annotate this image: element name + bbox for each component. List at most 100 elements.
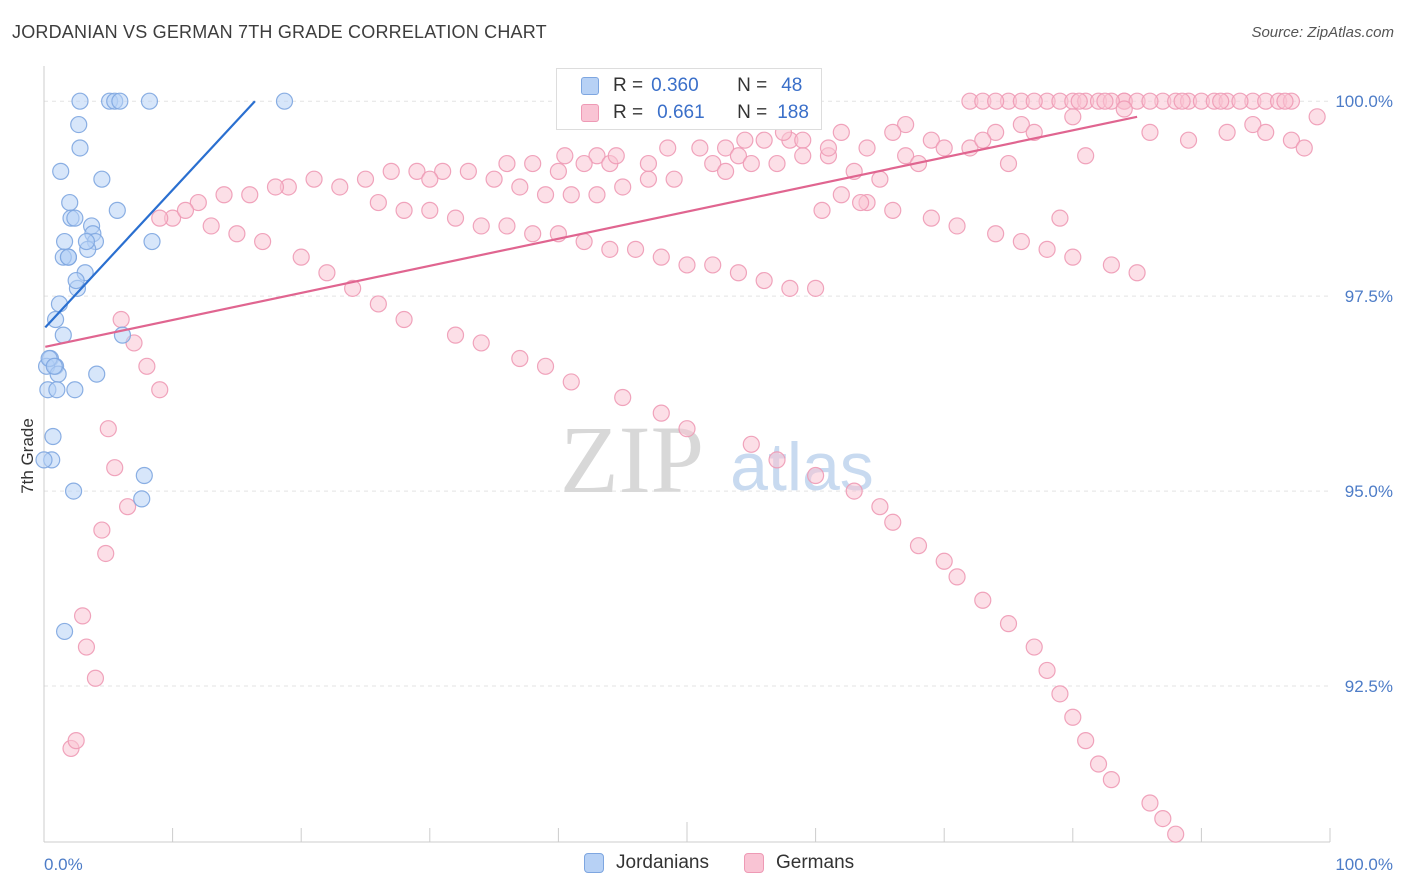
german-point-62 [382, 162, 400, 180]
german-point-102 [1025, 638, 1043, 656]
chart-title: JORDANIAN VS GERMAN 7TH GRADE CORRELATIO… [12, 22, 547, 42]
trend-lines [44, 100, 1138, 348]
jordanian-point-34 [48, 381, 66, 399]
jordanian-point-24 [50, 295, 69, 313]
german-point-31 [1070, 92, 1088, 110]
german-point-110 [1154, 810, 1172, 828]
jordanian-point-32 [88, 365, 106, 383]
german-point-116 [948, 217, 966, 235]
jordanian-point-44 [59, 248, 78, 266]
german-point-55 [575, 154, 593, 173]
jordanian-point-35 [66, 381, 84, 399]
jordanian-point-5 [275, 92, 294, 110]
german-point-23 [1025, 92, 1043, 110]
german-point-121 [1102, 256, 1120, 274]
german-point-92 [768, 451, 786, 469]
german-point-69 [241, 186, 259, 204]
german-point-138 [395, 201, 413, 219]
german-point-85 [511, 349, 529, 368]
german-point-66 [305, 170, 323, 188]
german-point-43 [935, 139, 953, 157]
german-point-174 [1025, 123, 1043, 141]
german-point-90 [678, 420, 696, 438]
german-point-109 [1141, 794, 1159, 812]
german-point-134 [86, 669, 105, 687]
german-point-88 [614, 388, 632, 407]
german-point-158 [562, 186, 580, 204]
german-point-50 [1077, 147, 1095, 165]
german-point-132 [73, 607, 92, 625]
stats-legend: R = 0.360 N = 48 R = 0.661 N = 188 [556, 68, 822, 130]
series-legend-jordanians[interactable]: Jordanians [584, 852, 709, 874]
german-point-129 [118, 498, 137, 516]
jordanian-point-13 [66, 209, 84, 227]
german-point-77 [254, 232, 272, 251]
german-point-105 [1064, 708, 1082, 726]
jordanian-point-7 [71, 139, 89, 157]
jordanian-point-17 [55, 232, 74, 251]
series-legend-germans[interactable]: Germans [744, 852, 854, 874]
german-point-181 [1295, 139, 1313, 157]
german-point-125 [138, 357, 156, 375]
y-tick-label-1: 95.0% [1345, 482, 1393, 501]
german-point-171 [813, 201, 831, 219]
german-point-82 [395, 310, 413, 329]
german-point-94 [845, 482, 863, 500]
german-point-75 [202, 217, 220, 235]
german-point-152 [755, 271, 773, 290]
jordanian-point-8 [52, 162, 70, 180]
german-point-59 [459, 162, 477, 180]
german-point-188 [659, 139, 677, 157]
legend-n-label: N = [737, 75, 768, 96]
jordanian-point-6 [70, 115, 88, 134]
jordanian-point-4 [140, 92, 159, 110]
german-point-139 [421, 201, 439, 219]
german-point-180 [1282, 131, 1301, 149]
german-point-93 [806, 466, 825, 485]
german-point-154 [806, 279, 825, 297]
german-point-111 [1167, 825, 1185, 843]
german-point-41 [755, 131, 773, 149]
german-point-128 [106, 459, 124, 477]
german-point-185 [819, 139, 838, 157]
german-point-148 [652, 248, 670, 266]
german-point-112 [832, 186, 850, 204]
grid-lines [44, 100, 1330, 687]
legend-n-germans: 188 [777, 102, 809, 123]
german-point-120 [1064, 248, 1082, 266]
y-axis-title: 7th Grade [18, 418, 37, 494]
german-point-127 [99, 420, 117, 438]
german-point-83 [446, 326, 465, 344]
german-point-149 [678, 256, 696, 274]
german-point-130 [93, 521, 111, 539]
german-point-107 [1089, 755, 1108, 773]
german-point-161 [639, 170, 658, 188]
legend-swatch-jordanians [581, 77, 599, 95]
german-point-34 [1115, 100, 1133, 118]
y-tick-label-2: 97.5% [1345, 287, 1393, 306]
german-point-53 [639, 154, 658, 173]
jordanian-trend-line [44, 100, 256, 329]
x-tick-label-max: 100.0% [1335, 855, 1393, 874]
german-point-70 [215, 186, 233, 204]
german-point-160 [614, 178, 632, 196]
german-point-147 [626, 240, 645, 258]
german-point-108 [1102, 771, 1120, 789]
german-point-22 [987, 92, 1005, 110]
legend-r-label: R = [613, 75, 644, 96]
german-point-74 [176, 201, 195, 219]
jordanian-point-45 [77, 232, 96, 251]
german-point-155 [485, 170, 503, 188]
german-point-165 [768, 154, 786, 173]
german-point-80 [344, 279, 362, 297]
german-point-142 [498, 217, 516, 235]
german-points [62, 92, 1326, 843]
german-point-60 [434, 162, 452, 180]
german-trend-line [45, 115, 1138, 348]
german-point-40 [794, 131, 812, 149]
german-point-48 [897, 147, 915, 165]
jordanian-point-11 [108, 201, 126, 219]
german-point-81 [369, 295, 387, 313]
german-point-79 [318, 264, 336, 282]
